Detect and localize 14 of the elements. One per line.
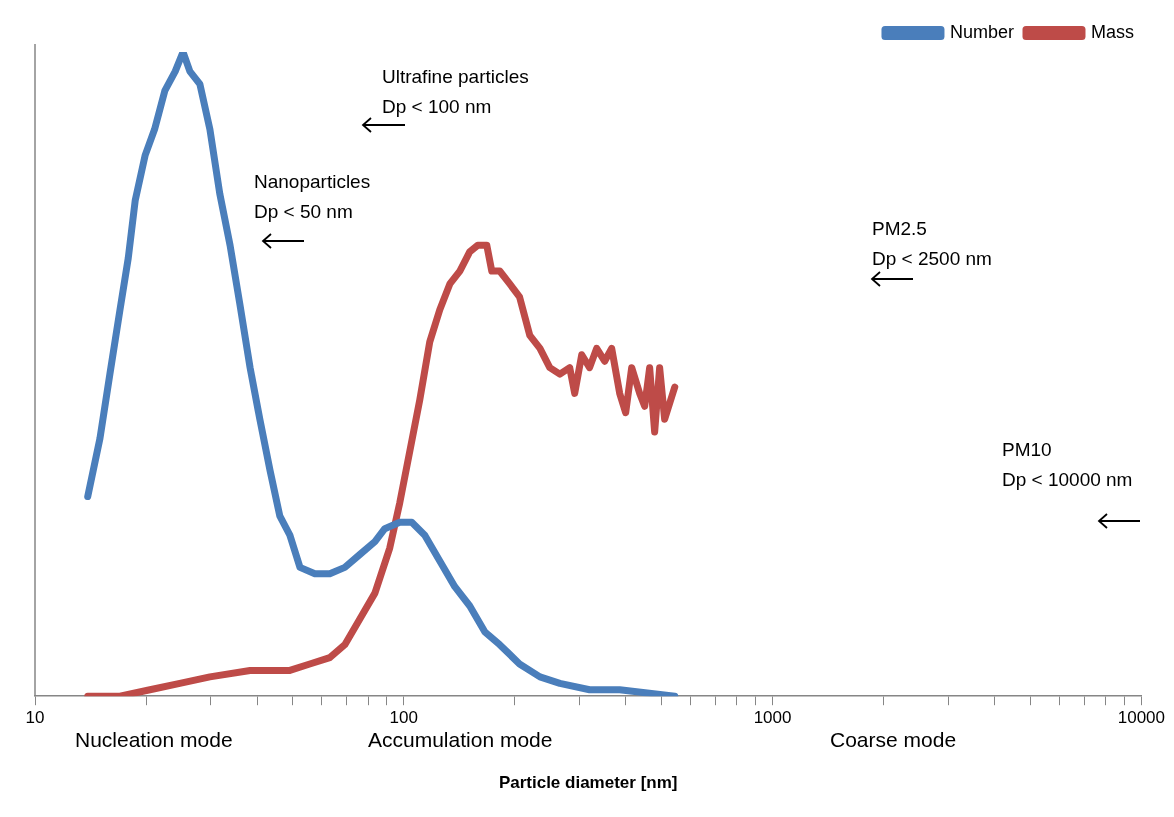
x-tick-label: 100	[389, 708, 418, 728]
legend-label: Number	[949, 21, 1015, 42]
text: Accumulation mode	[368, 728, 553, 752]
legend-label: Mass	[1091, 21, 1135, 42]
x-axis-title: Particle diameter [nm]	[498, 773, 678, 793]
annotation: Nanoparticles Dp < 50 nm	[254, 170, 371, 224]
x-tick-label: 1000	[753, 708, 792, 728]
x-tick-label: 10000	[1117, 708, 1165, 728]
annotation: PM2.5 Dp < 2500 nm	[872, 217, 992, 271]
annotation: Ultrafine particles Dp < 100 nm	[382, 65, 529, 119]
x-tick-label: 10	[25, 708, 45, 728]
text: Coarse mode	[830, 728, 957, 752]
text: Nucleation mode	[75, 728, 233, 752]
annotation: PM10 Dp < 10000 nm	[1002, 438, 1133, 492]
